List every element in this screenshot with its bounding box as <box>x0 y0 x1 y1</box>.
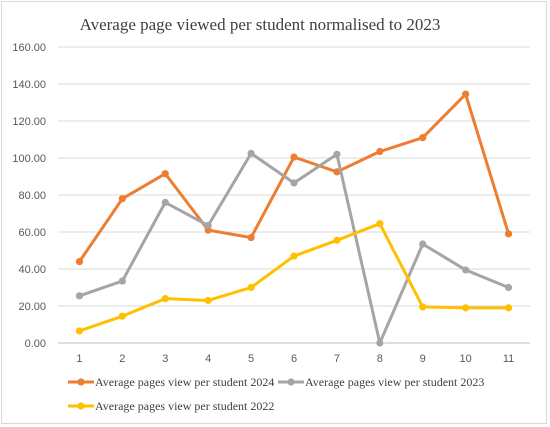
legend-label: Average pages view per student 2022 <box>95 399 274 413</box>
x-tick-label: 4 <box>205 353 211 365</box>
y-tick-label: 120.00 <box>12 116 46 128</box>
data-point <box>376 147 384 156</box>
data-point <box>247 149 255 157</box>
y-tick-label: 140.00 <box>12 79 46 91</box>
series-2 <box>75 220 513 335</box>
legend-label: Average pages view per student 2024 <box>95 375 274 389</box>
data-point <box>419 134 427 142</box>
data-point <box>462 90 470 98</box>
data-point <box>419 303 427 311</box>
data-point <box>247 233 255 242</box>
x-axis-ticks: 1 2 3 4 5 6 7 8 9 10 11 <box>76 353 514 365</box>
data-point <box>333 168 341 176</box>
x-tick-label: 5 <box>248 353 254 365</box>
y-axis-ticks: 0.00 20.00 40.00 60.00 80.00 100.00 120.00 140.… <box>12 42 46 350</box>
data-point <box>204 221 212 230</box>
data-point <box>247 283 255 292</box>
data-point <box>419 240 427 248</box>
x-tick-label: 2 <box>119 353 125 365</box>
legend-label: Average pages view per student 2023 <box>305 375 484 389</box>
data-point <box>290 153 298 161</box>
data-point <box>75 327 84 335</box>
x-tick-label: 7 <box>334 353 340 365</box>
y-tick-label: 40.00 <box>18 264 46 276</box>
series-group <box>75 90 513 347</box>
data-point <box>75 292 84 300</box>
x-tick-label: 10 <box>460 353 472 365</box>
data-point <box>118 312 126 320</box>
legend: Average pages view per student 2024 Avera… <box>68 375 484 413</box>
data-point <box>504 230 513 238</box>
data-point <box>161 295 169 303</box>
data-point <box>161 170 169 178</box>
data-point <box>504 283 513 292</box>
data-point <box>290 179 298 187</box>
x-tick-label: 6 <box>291 353 297 365</box>
data-point <box>376 339 384 347</box>
x-tick-label: 8 <box>377 353 383 365</box>
y-tick-label: 20.00 <box>18 301 46 313</box>
series-line <box>77 92 511 264</box>
legend-swatch-marker <box>77 378 85 386</box>
series-1 <box>75 149 513 347</box>
legend-item: Average pages view per student 2022 <box>68 399 274 413</box>
data-point <box>504 304 513 312</box>
x-tick-label: 11 <box>503 353 514 365</box>
legend-swatch-marker <box>77 402 85 410</box>
y-tick-label: 0.00 <box>25 338 46 350</box>
y-tick-label: 80.00 <box>18 190 46 202</box>
legend-swatch-marker <box>287 378 295 386</box>
chart-title: Average page viewed per student normalis… <box>80 15 441 34</box>
y-tick-label: 100.00 <box>12 153 46 165</box>
data-point <box>290 252 298 260</box>
data-point <box>376 220 384 228</box>
series-0 <box>75 90 513 266</box>
data-point <box>118 277 126 285</box>
data-point <box>75 258 84 266</box>
y-tick-label: 60.00 <box>18 227 46 239</box>
y-tick-label: 160.00 <box>12 42 46 54</box>
x-tick-label: 9 <box>420 353 426 365</box>
legend-item: Average pages view per student 2024 <box>68 375 274 389</box>
data-point <box>462 266 470 274</box>
data-point <box>161 198 169 206</box>
data-point <box>333 236 341 244</box>
data-point <box>204 296 212 305</box>
data-point <box>462 304 470 312</box>
x-tick-label: 1 <box>76 353 82 365</box>
legend-item: Average pages view per student 2023 <box>278 375 484 389</box>
data-point <box>333 150 341 158</box>
data-point <box>118 195 126 203</box>
x-tick-label: 3 <box>162 353 168 365</box>
